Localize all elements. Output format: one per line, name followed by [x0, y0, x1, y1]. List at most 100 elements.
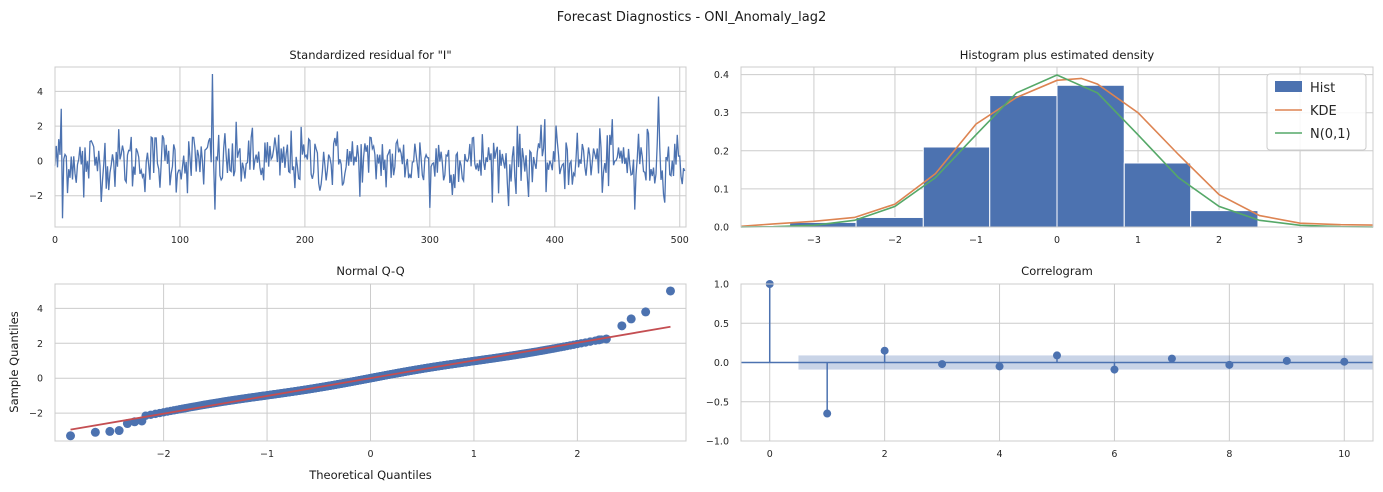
residual-panel: Standardized residual for "I" 0 100 200 300… [29, 48, 689, 246]
correlogram-marks [741, 280, 1373, 418]
qq-reference-line [70, 325, 671, 431]
residual-xtick-label: 400 [546, 235, 564, 246]
legend-normal-label: N(0,1) [1310, 127, 1351, 142]
correlogram-xtick-label: 6 [1111, 449, 1117, 460]
correlogram-panel: Correlogram 0 2 4 6 8 10 −1.0 −0.5 0.0 0.5 1.0 [706, 264, 1374, 461]
correlogram-xtick-label: 10 [1338, 449, 1350, 460]
residual-xtick-label: 100 [171, 235, 189, 246]
qq-tail-point [90, 427, 100, 437]
histogram-frame [740, 66, 1374, 228]
acf-marker [880, 346, 889, 355]
residual-xtick-label: 200 [296, 235, 314, 246]
qq-ytick-label: 0 [37, 374, 43, 385]
normal-curve [740, 74, 1374, 228]
histogram-legend: Hist KDE N(0,1) [1266, 73, 1367, 151]
qq-marks [66, 286, 675, 441]
qq-xtick-label: −1 [260, 449, 274, 460]
residual-xtick-label: 0 [52, 235, 58, 246]
qq-tail-point [105, 426, 115, 436]
histogram-xtick-label: −1 [969, 235, 983, 246]
histogram-bar [855, 216, 924, 228]
correlogram-xtick-label: 4 [997, 449, 1003, 460]
qq-xtick-label: 2 [574, 449, 580, 460]
residual-ytick-label: 0 [37, 156, 43, 167]
qq-tail-point [66, 431, 76, 441]
correlogram-ticks: 0 2 4 6 8 10 −1.0 −0.5 0.0 0.5 1.0 [706, 280, 1350, 461]
histogram-xtick-label: −2 [888, 235, 902, 246]
residual-ytick-label: 4 [37, 87, 43, 98]
acf-marker [1053, 351, 1061, 360]
histogram-title: Histogram plus estimated density [960, 48, 1155, 62]
qq-title: Normal Q-Q [336, 264, 404, 278]
residual-xtick-label: 300 [421, 235, 439, 246]
correlogram-xtick-label: 0 [767, 449, 773, 460]
qq-tail-point [122, 419, 132, 429]
correlogram-ytick-label: −0.5 [706, 397, 729, 408]
histogram-bar [1056, 84, 1125, 228]
qq-xtick-label: 0 [367, 449, 373, 460]
histogram-xtick-label: −3 [807, 235, 821, 246]
acf-marker [1167, 354, 1176, 363]
residual-title: Standardized residual for "I" [289, 48, 451, 62]
correlogram-xtick-label: 2 [882, 449, 888, 460]
acf-marker [1282, 356, 1291, 365]
residual-ticks: 0 100 200 300 400 500 −2 0 2 4 [29, 87, 689, 246]
correlogram-ytick-label: 0.5 [714, 319, 729, 330]
residual-ytick-label: −2 [29, 191, 43, 202]
legend-box [1266, 73, 1367, 151]
legend-hist-label: Hist [1310, 81, 1335, 96]
qq-xlabel: Theoretical Quantiles [308, 468, 432, 482]
qq-ytick-label: −2 [29, 409, 43, 420]
legend-kde-label: KDE [1310, 104, 1337, 119]
residual-series [54, 73, 686, 219]
histogram-bar [1190, 210, 1259, 228]
correlogram-ytick-label: 0.0 [714, 358, 729, 369]
acf-marker [1225, 360, 1234, 369]
histogram-ytick-label: 0.3 [714, 108, 729, 119]
acf-marker [1340, 357, 1349, 366]
qq-ylabel: Sample Quantiles [7, 311, 21, 412]
qq-panel: Normal Q-Q −2 −1 0 1 2 −2 0 2 4 Theoretical Quan… [7, 264, 687, 482]
qq-tail-point [114, 426, 124, 436]
correlogram-xtick-label: 8 [1226, 449, 1232, 460]
histogram-ytick-label: 0.2 [714, 146, 729, 157]
histogram-ytick-label: 0.4 [714, 70, 729, 81]
residual-frame [54, 66, 687, 228]
acf-marker [1110, 365, 1119, 374]
residual-xtick-label: 500 [671, 235, 689, 246]
qq-ytick-label: 4 [37, 304, 43, 315]
correlogram-ytick-label: 1.0 [714, 280, 729, 291]
acf-marker [823, 409, 832, 418]
histogram-marks [740, 74, 1374, 228]
kde-curve [740, 77, 1374, 228]
qq-ticks: −2 −1 0 1 2 −2 0 2 4 [29, 304, 580, 460]
qq-tail-point [617, 321, 627, 331]
qq-ytick-label: 2 [37, 339, 43, 350]
histogram-ticks: −3 −2 −1 0 1 2 3 0.0 0.1 0.2 0.3 0.4 [714, 70, 1303, 246]
qq-tail-point [665, 286, 675, 296]
correlogram-title: Correlogram [1021, 264, 1093, 278]
histogram-ytick-label: 0.0 [714, 223, 729, 234]
histogram-panel: Histogram plus estimated density −3 −2 −1 0… [714, 48, 1374, 246]
acf-marker [938, 360, 947, 369]
histogram-xtick-label: 0 [1054, 235, 1060, 246]
residual-ytick-label: 2 [37, 122, 43, 133]
legend-hist-swatch [1275, 81, 1302, 92]
qq-tail-point [626, 314, 636, 324]
correlogram-ytick-label: −1.0 [706, 437, 729, 448]
residual-line [54, 73, 686, 219]
qq-xtick-label: −2 [157, 449, 171, 460]
histogram-bar [922, 146, 991, 228]
correlogram-frame [740, 283, 1374, 442]
residual-grid [54, 67, 686, 227]
histogram-bar [989, 95, 1058, 228]
figure-suptitle: Forecast Diagnostics - ONI_Anomaly_lag2 [557, 10, 826, 25]
histogram-bar [1123, 162, 1192, 228]
histogram-xtick-label: 2 [1216, 235, 1222, 246]
qq-xtick-label: 1 [471, 449, 477, 460]
histogram-xtick-label: 1 [1135, 235, 1141, 246]
acf-marker [995, 362, 1004, 371]
histogram-ytick-label: 0.1 [714, 184, 729, 195]
qq-frame [54, 283, 687, 442]
